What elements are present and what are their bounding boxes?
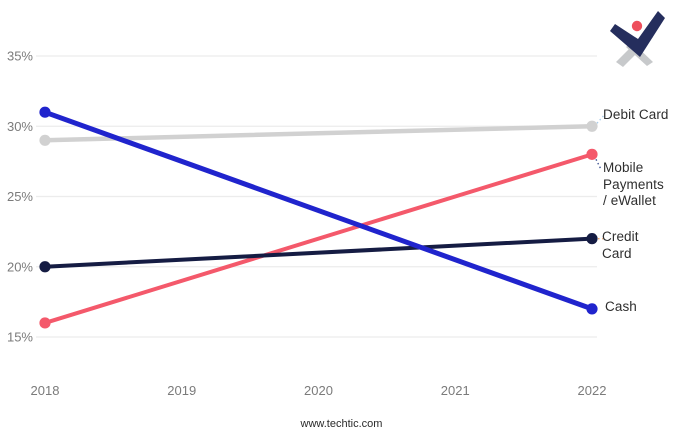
data-point (39, 106, 51, 118)
series-label-debit-card: Debit Card (603, 107, 669, 122)
footer-url: www.techtic.com (300, 418, 383, 430)
series-line (42, 124, 595, 143)
y-tick-label: 20% (7, 259, 33, 274)
series-label-cash: Cash (605, 299, 637, 314)
series-line (43, 152, 594, 325)
leader-line (595, 159, 602, 170)
y-tick-label: 30% (7, 119, 33, 134)
data-point (586, 233, 598, 245)
data-point (39, 317, 51, 329)
data-point (586, 148, 598, 160)
series-label-mobile-payments: Mobile Payments / eWallet (603, 160, 664, 208)
y-tick-label: 25% (7, 189, 33, 204)
x-tick-label: 2018 (31, 383, 60, 398)
logo-red-dot (631, 20, 643, 32)
techtic-logo (610, 11, 665, 67)
series-line (43, 236, 594, 269)
data-point (39, 261, 51, 273)
data-point (39, 134, 51, 146)
y-tick-label: 35% (7, 49, 33, 64)
series-label-credit-card: Credit Card (602, 229, 639, 261)
x-tick-label: 2021 (441, 383, 470, 398)
leader-line (596, 114, 605, 124)
logo-navy-check (610, 11, 665, 57)
x-tick-label: 2020 (304, 383, 333, 398)
x-tick-label: 2022 (578, 383, 607, 398)
x-tick-label: 2019 (167, 383, 196, 398)
y-tick-label: 15% (7, 330, 33, 345)
data-point (586, 303, 598, 315)
series-line (42, 109, 595, 312)
data-point (586, 120, 598, 132)
